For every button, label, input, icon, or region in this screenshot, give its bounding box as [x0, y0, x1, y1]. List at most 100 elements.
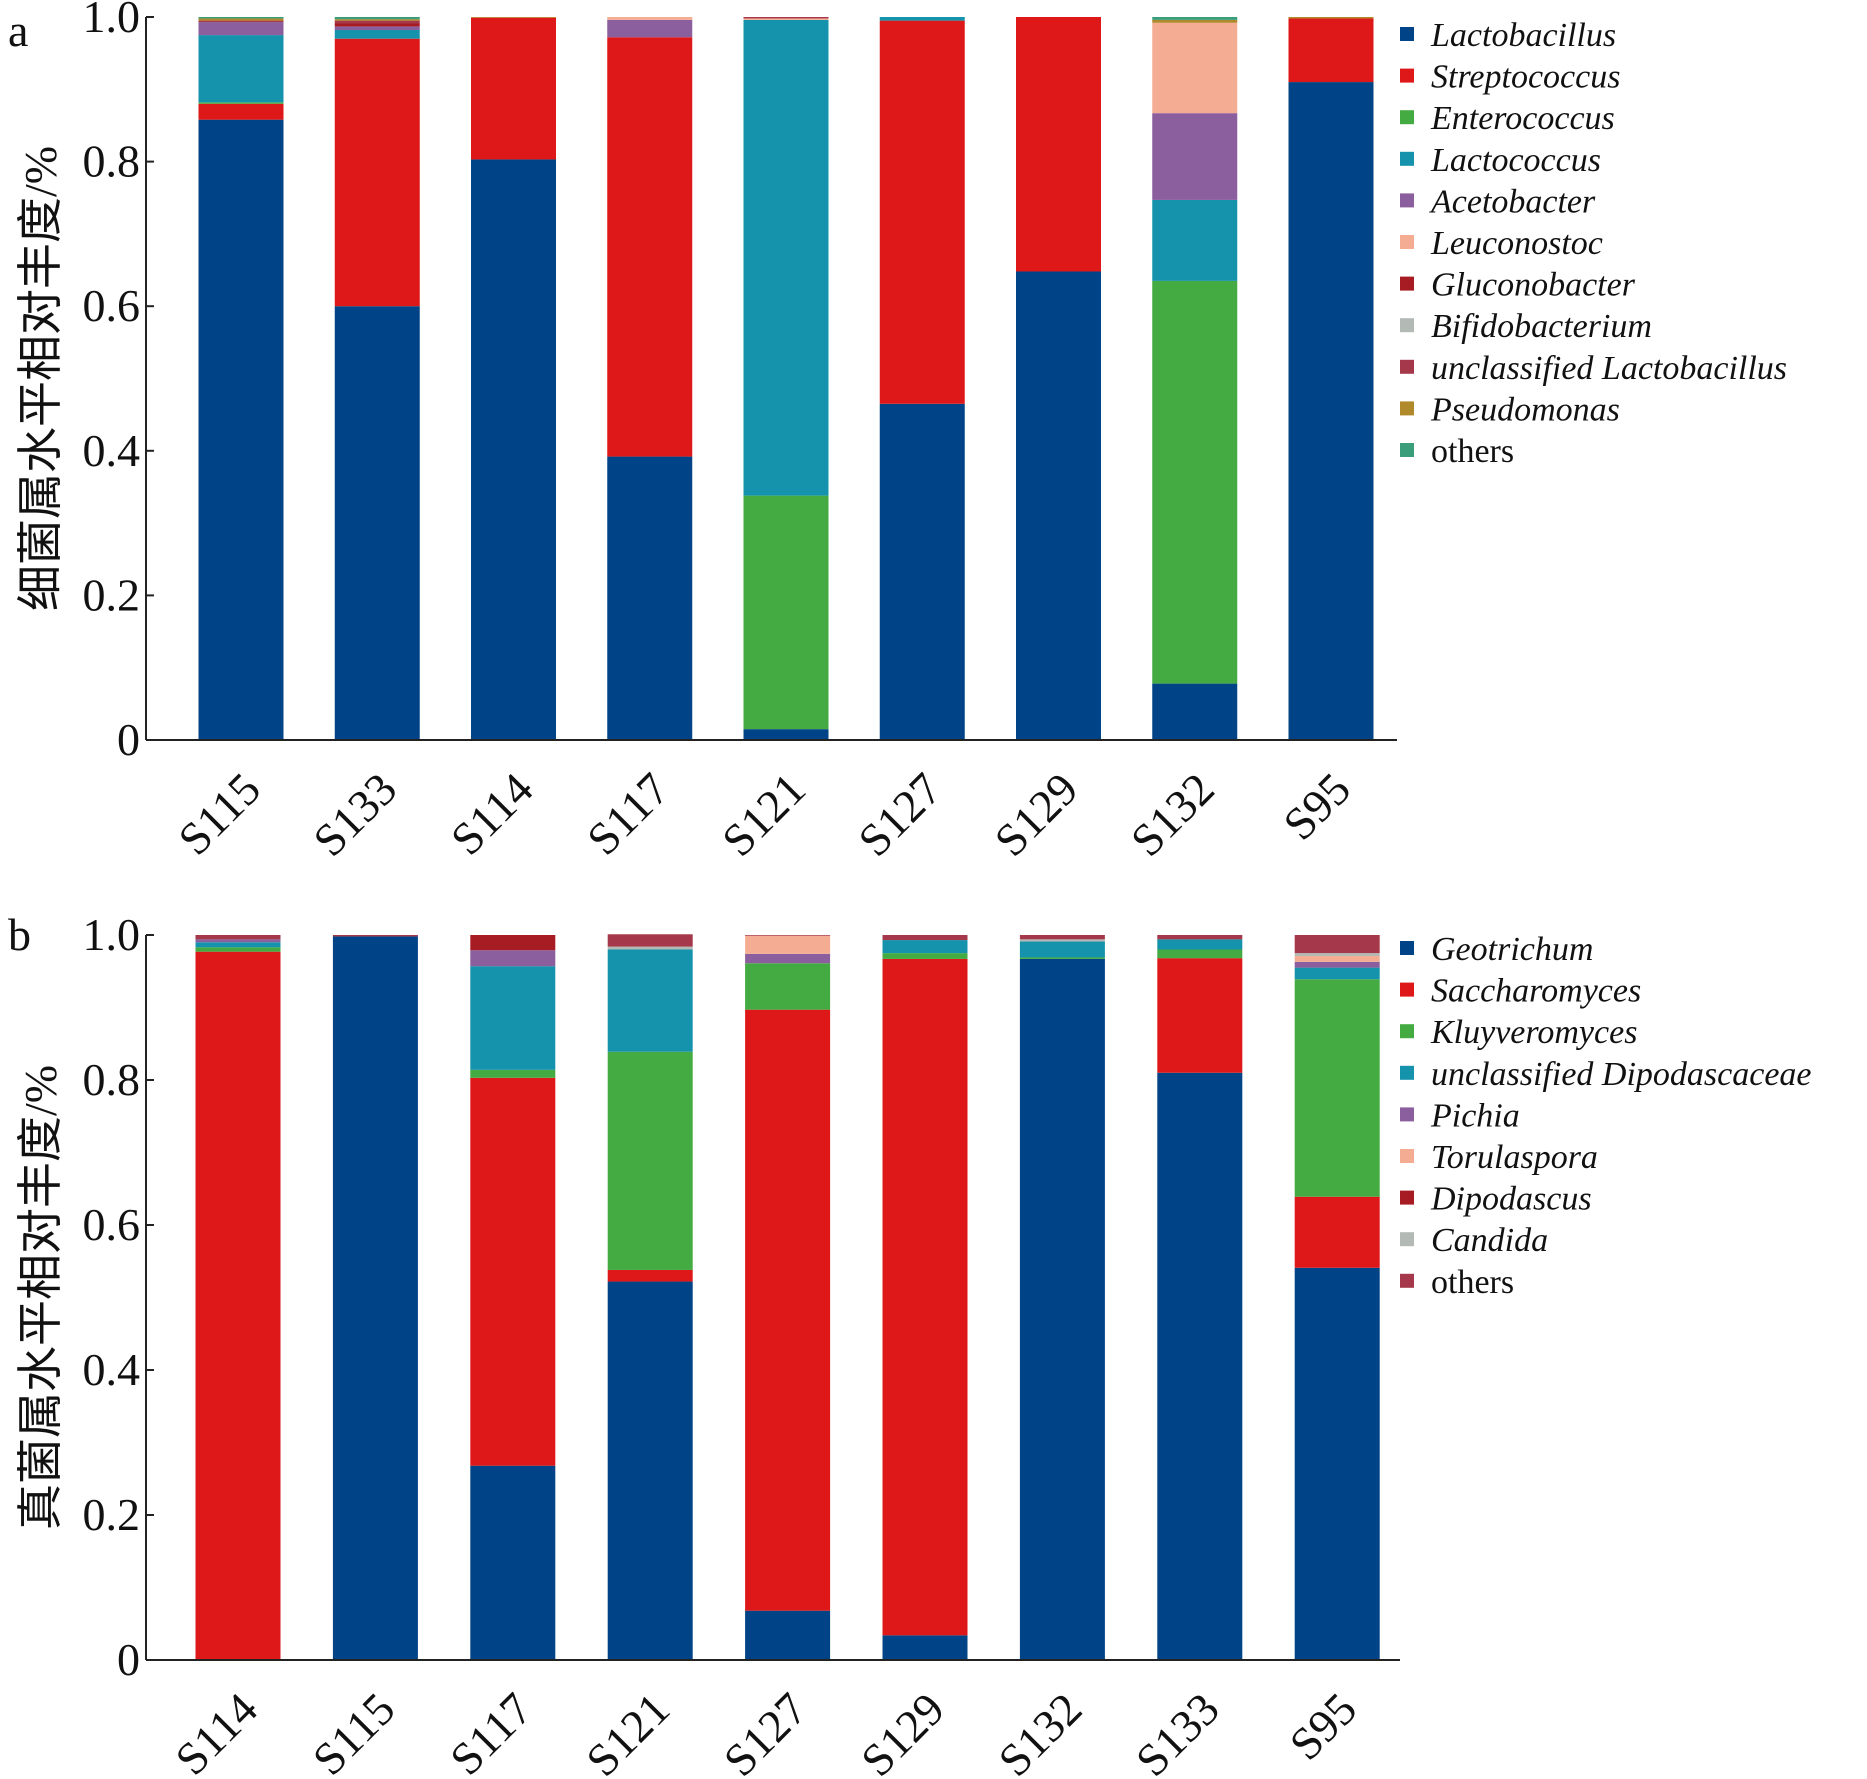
bar-segment [607, 949, 693, 1052]
y-tick-label: 0 [117, 714, 140, 765]
bar-segment [1157, 958, 1243, 1073]
bar-segment [1019, 941, 1105, 958]
legend-entry: Dipodascus [1430, 1181, 1592, 1218]
legend-swatch [1400, 982, 1414, 997]
legend-entry: unclassified Dipodascaceae [1431, 1056, 1812, 1093]
legend: Lactobacillus Streptococcus Enterococcus La… [1400, 17, 1787, 470]
legend-entry: Pseudomonas [1430, 391, 1620, 428]
bar-segment [1152, 683, 1238, 740]
x-tick-label: S127 [714, 1683, 817, 1779]
bar-segment [607, 17, 693, 20]
bar-segment [195, 951, 281, 1660]
legend-swatch [1400, 276, 1414, 291]
bar-segment [198, 103, 284, 120]
x-tick-label: S129 [985, 763, 1088, 866]
bar-segment [198, 35, 284, 103]
bar-segment [607, 1269, 693, 1282]
legend-entry: Streptococcus [1431, 59, 1620, 96]
y-tick-label: 0.6 [83, 1199, 141, 1250]
bar-segment [1157, 939, 1243, 950]
legend-entry: Kluyveromyces [1430, 1014, 1637, 1051]
x-tick-label: S132 [1121, 763, 1224, 866]
bar-segment [882, 953, 968, 959]
bar-segment [745, 1610, 831, 1660]
bar-segment [1152, 22, 1238, 114]
bar-segment [1016, 17, 1101, 272]
bar-segment [1294, 967, 1380, 980]
legend-entry: others [1431, 1264, 1514, 1301]
bar-segment [1152, 17, 1238, 20]
bar-segment [470, 1069, 556, 1078]
bar-segment [470, 1077, 556, 1466]
legend-swatch [1400, 1232, 1414, 1247]
bar-segment [607, 19, 693, 38]
y-tick-label: 1.0 [83, 909, 141, 960]
legend-swatch [1400, 151, 1414, 166]
legend-swatch [1400, 193, 1414, 208]
bar-segment [1157, 949, 1243, 959]
bar-segment [1152, 113, 1238, 200]
bar-segment [334, 17, 420, 20]
bar-segment [332, 935, 418, 937]
bar-segment [198, 102, 284, 104]
bar-segment [1294, 961, 1380, 968]
bar-segment [607, 1051, 693, 1270]
bar-segment [198, 119, 284, 740]
x-tick-label: S95 [1280, 1683, 1367, 1770]
legend-entry: Enterococcus [1430, 100, 1615, 137]
legend-entry: Candida [1431, 1222, 1548, 1259]
bar-segment [882, 1635, 968, 1660]
x-tick-label: S129 [851, 1683, 954, 1779]
y-axis-label: 细菌属水平相对丰度/% [15, 146, 66, 611]
bar-segment [1019, 939, 1105, 942]
bar-segment [1152, 280, 1238, 684]
panel-label: a [8, 5, 28, 56]
bar-segment [879, 20, 965, 404]
x-tick-label: S95 [1273, 763, 1360, 850]
bar-segment [198, 18, 284, 21]
bar-segment [743, 17, 829, 19]
bar-segment [1016, 271, 1101, 740]
x-tick-label: S117 [577, 763, 679, 865]
bar-segment [471, 17, 556, 18]
bar-segment [745, 935, 831, 954]
x-tick-label: S114 [441, 763, 543, 865]
bar-segment [1152, 19, 1238, 23]
x-tick-label: S127 [848, 763, 951, 866]
legend-entry: unclassified Lactobacillus [1431, 350, 1787, 387]
bar-segment [471, 159, 556, 740]
legend-entry: Geotrichum [1431, 931, 1593, 968]
y-tick-label: 0.2 [83, 569, 141, 620]
legend-entry: Acetobacter [1429, 183, 1596, 220]
bar-segment [745, 1009, 831, 1611]
bar-segment [607, 1281, 693, 1660]
bar-segment [470, 950, 556, 967]
bar-segment [607, 456, 693, 740]
bar-segment [195, 935, 281, 940]
x-tick-label: S133 [1126, 1683, 1229, 1779]
legend-swatch [1400, 110, 1414, 125]
bar-segment [334, 306, 420, 740]
y-axis-label: 真菌属水平相对丰度/% [15, 1065, 66, 1530]
panel-b-chart: b 真菌属水平相对丰度/% S114 S115 S117 S121 S127 S129 S132… [8, 909, 1812, 1779]
legend-swatch [1400, 443, 1414, 457]
bar-segment [1294, 1196, 1380, 1268]
bar-segment [1288, 18, 1374, 83]
bar-segment [745, 935, 831, 936]
x-tick-label: S133 [303, 763, 406, 866]
y-tick-label: 0.8 [83, 136, 141, 187]
bar-segment [332, 936, 418, 1660]
bar-segment [195, 942, 281, 948]
x-tick-label: S117 [440, 1683, 542, 1779]
y-tick-label: 0.8 [83, 1054, 141, 1105]
bar-segment [882, 958, 968, 1636]
legend-swatch [1400, 359, 1414, 374]
legend-entry: Pichia [1430, 1097, 1520, 1134]
bar-segment [1294, 935, 1380, 954]
legend-entry: Bifidobacterium [1431, 308, 1652, 345]
y-tick-label: 0.4 [83, 1344, 141, 1395]
x-tick-label: S115 [303, 1683, 405, 1779]
bar-segment [1019, 957, 1105, 959]
legend-swatch [1400, 1107, 1414, 1122]
